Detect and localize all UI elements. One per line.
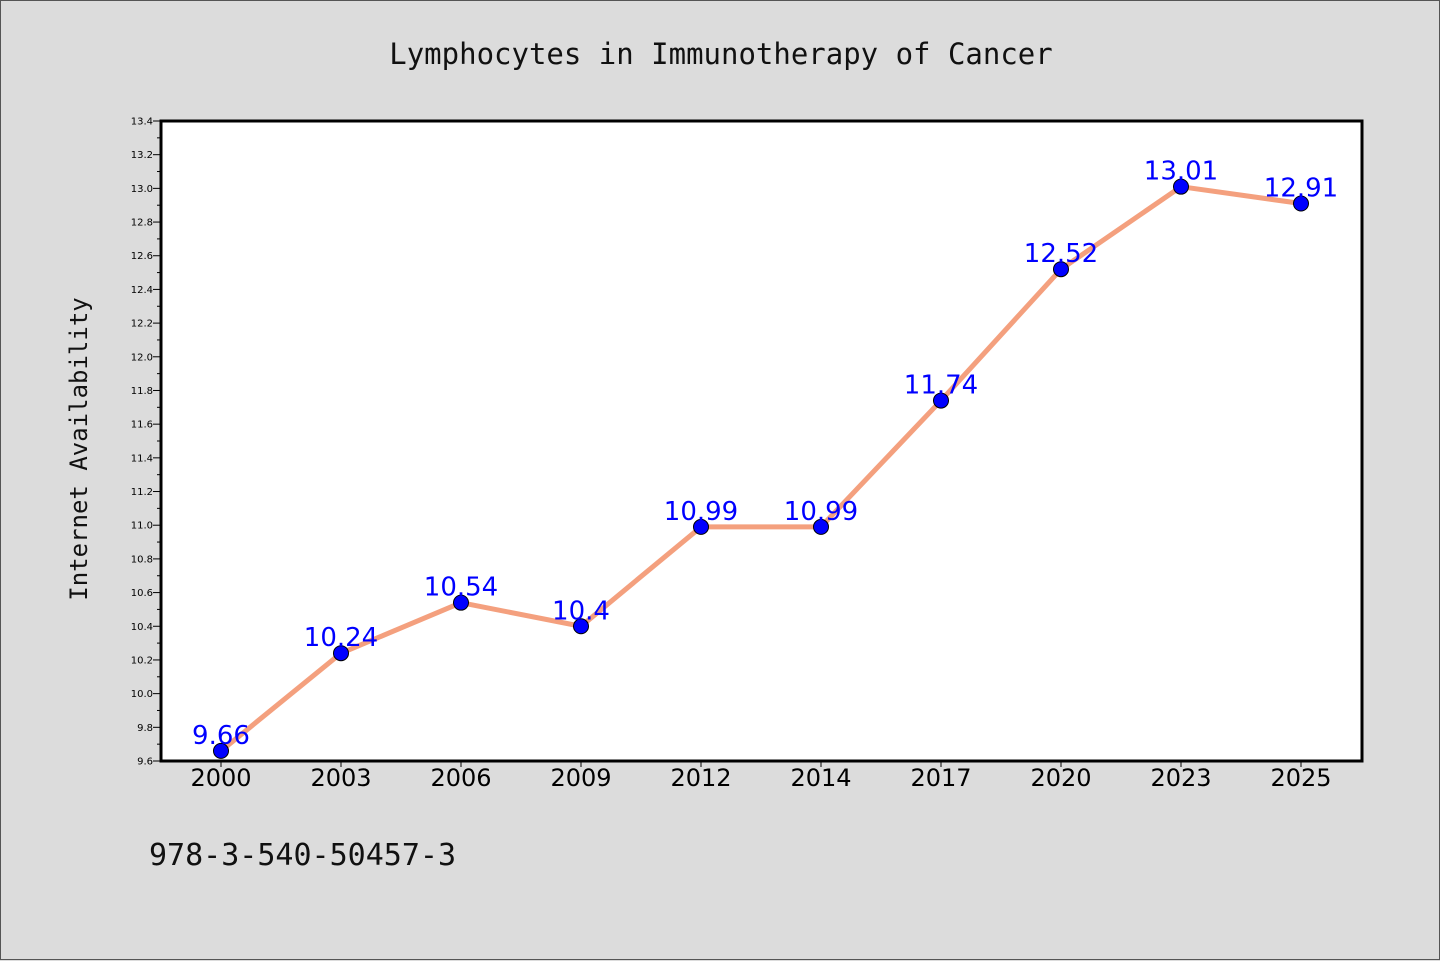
data-point (933, 392, 949, 409)
data-label: 11.74 (904, 371, 978, 401)
y-tick-label: 13.4 (131, 117, 153, 128)
data-label: 10.24 (304, 623, 378, 653)
data-label: 10.99 (784, 497, 858, 527)
y-axis-label: Internet Availability (65, 297, 93, 600)
y-tick-label: 12.6 (131, 251, 153, 262)
data-point (213, 742, 229, 759)
y-tick-label: 12.4 (131, 285, 153, 296)
data-label-group: 9.66 10.24 10.54 10.4 10.99 10.99 11.74 12.52 13… (192, 157, 1338, 751)
y-tick-label: 12.2 (131, 319, 153, 330)
data-label: 12.52 (1024, 239, 1098, 269)
series-line (218, 184, 1304, 754)
y-tick-label: 11.0 (131, 521, 153, 532)
data-point (813, 518, 829, 535)
y-tick-label: 13.0 (131, 184, 153, 195)
data-point (1293, 195, 1309, 212)
x-tick-label: 2012 (670, 764, 731, 792)
y-tick-label: 10.8 (131, 554, 153, 565)
y-tick-label: 11.4 (131, 453, 153, 464)
x-tick-label: 2009 (550, 764, 611, 792)
data-label: 10.4 (552, 596, 610, 626)
data-point (1053, 261, 1069, 278)
data-point (693, 518, 709, 535)
x-tick-label: 2017 (910, 764, 971, 792)
data-point (1173, 178, 1189, 195)
data-label: 12.91 (1264, 174, 1338, 204)
y-axis: 9.6 9.8 10.0 10.2 10.4 10.6 10.8 11.0 11.2 11.4 11… (131, 117, 161, 768)
y-tick-label: 9.8 (137, 723, 153, 734)
series-group (213, 178, 1309, 759)
data-point (573, 618, 589, 635)
data-label: 10.99 (664, 497, 738, 527)
data-label: 10.54 (424, 573, 498, 603)
x-tick-label: 2023 (1150, 764, 1211, 792)
x-tick-label: 2006 (430, 764, 491, 792)
x-tick-label: 2003 (310, 764, 371, 792)
y-tick-label: 11.8 (131, 386, 153, 397)
data-point (333, 645, 349, 662)
y-tick-label: 9.6 (137, 757, 153, 768)
y-tick-label: 10.6 (131, 588, 153, 599)
y-tick-label: 12.0 (131, 352, 153, 363)
footer-identifier: 978-3-540-50457-3 (149, 838, 456, 873)
y-tick-label: 10.2 (131, 655, 153, 666)
x-tick-label: 2020 (1030, 764, 1091, 792)
x-axis: 2000 2003 2006 2009 2012 2014 2017 2020 2023 2025 (190, 761, 1332, 792)
x-tick-label: 2000 (190, 764, 251, 792)
x-tick-label: 2025 (1270, 764, 1331, 792)
plot-area (159, 119, 1364, 763)
chart-title: Lymphocytes in Immunotherapy of Cancer (389, 37, 1052, 71)
y-tick-label: 12.8 (131, 218, 153, 229)
y-tick-label: 11.2 (131, 487, 153, 498)
data-point (453, 594, 469, 611)
y-tick-label: 10.0 (131, 689, 153, 700)
data-label: 13.01 (1144, 157, 1218, 187)
data-label: 9.66 (192, 721, 250, 751)
y-tick-label: 13.2 (131, 150, 153, 161)
y-tick-label: 11.6 (131, 420, 153, 431)
x-tick-label: 2014 (790, 764, 851, 792)
y-tick-label: 10.4 (131, 622, 153, 633)
